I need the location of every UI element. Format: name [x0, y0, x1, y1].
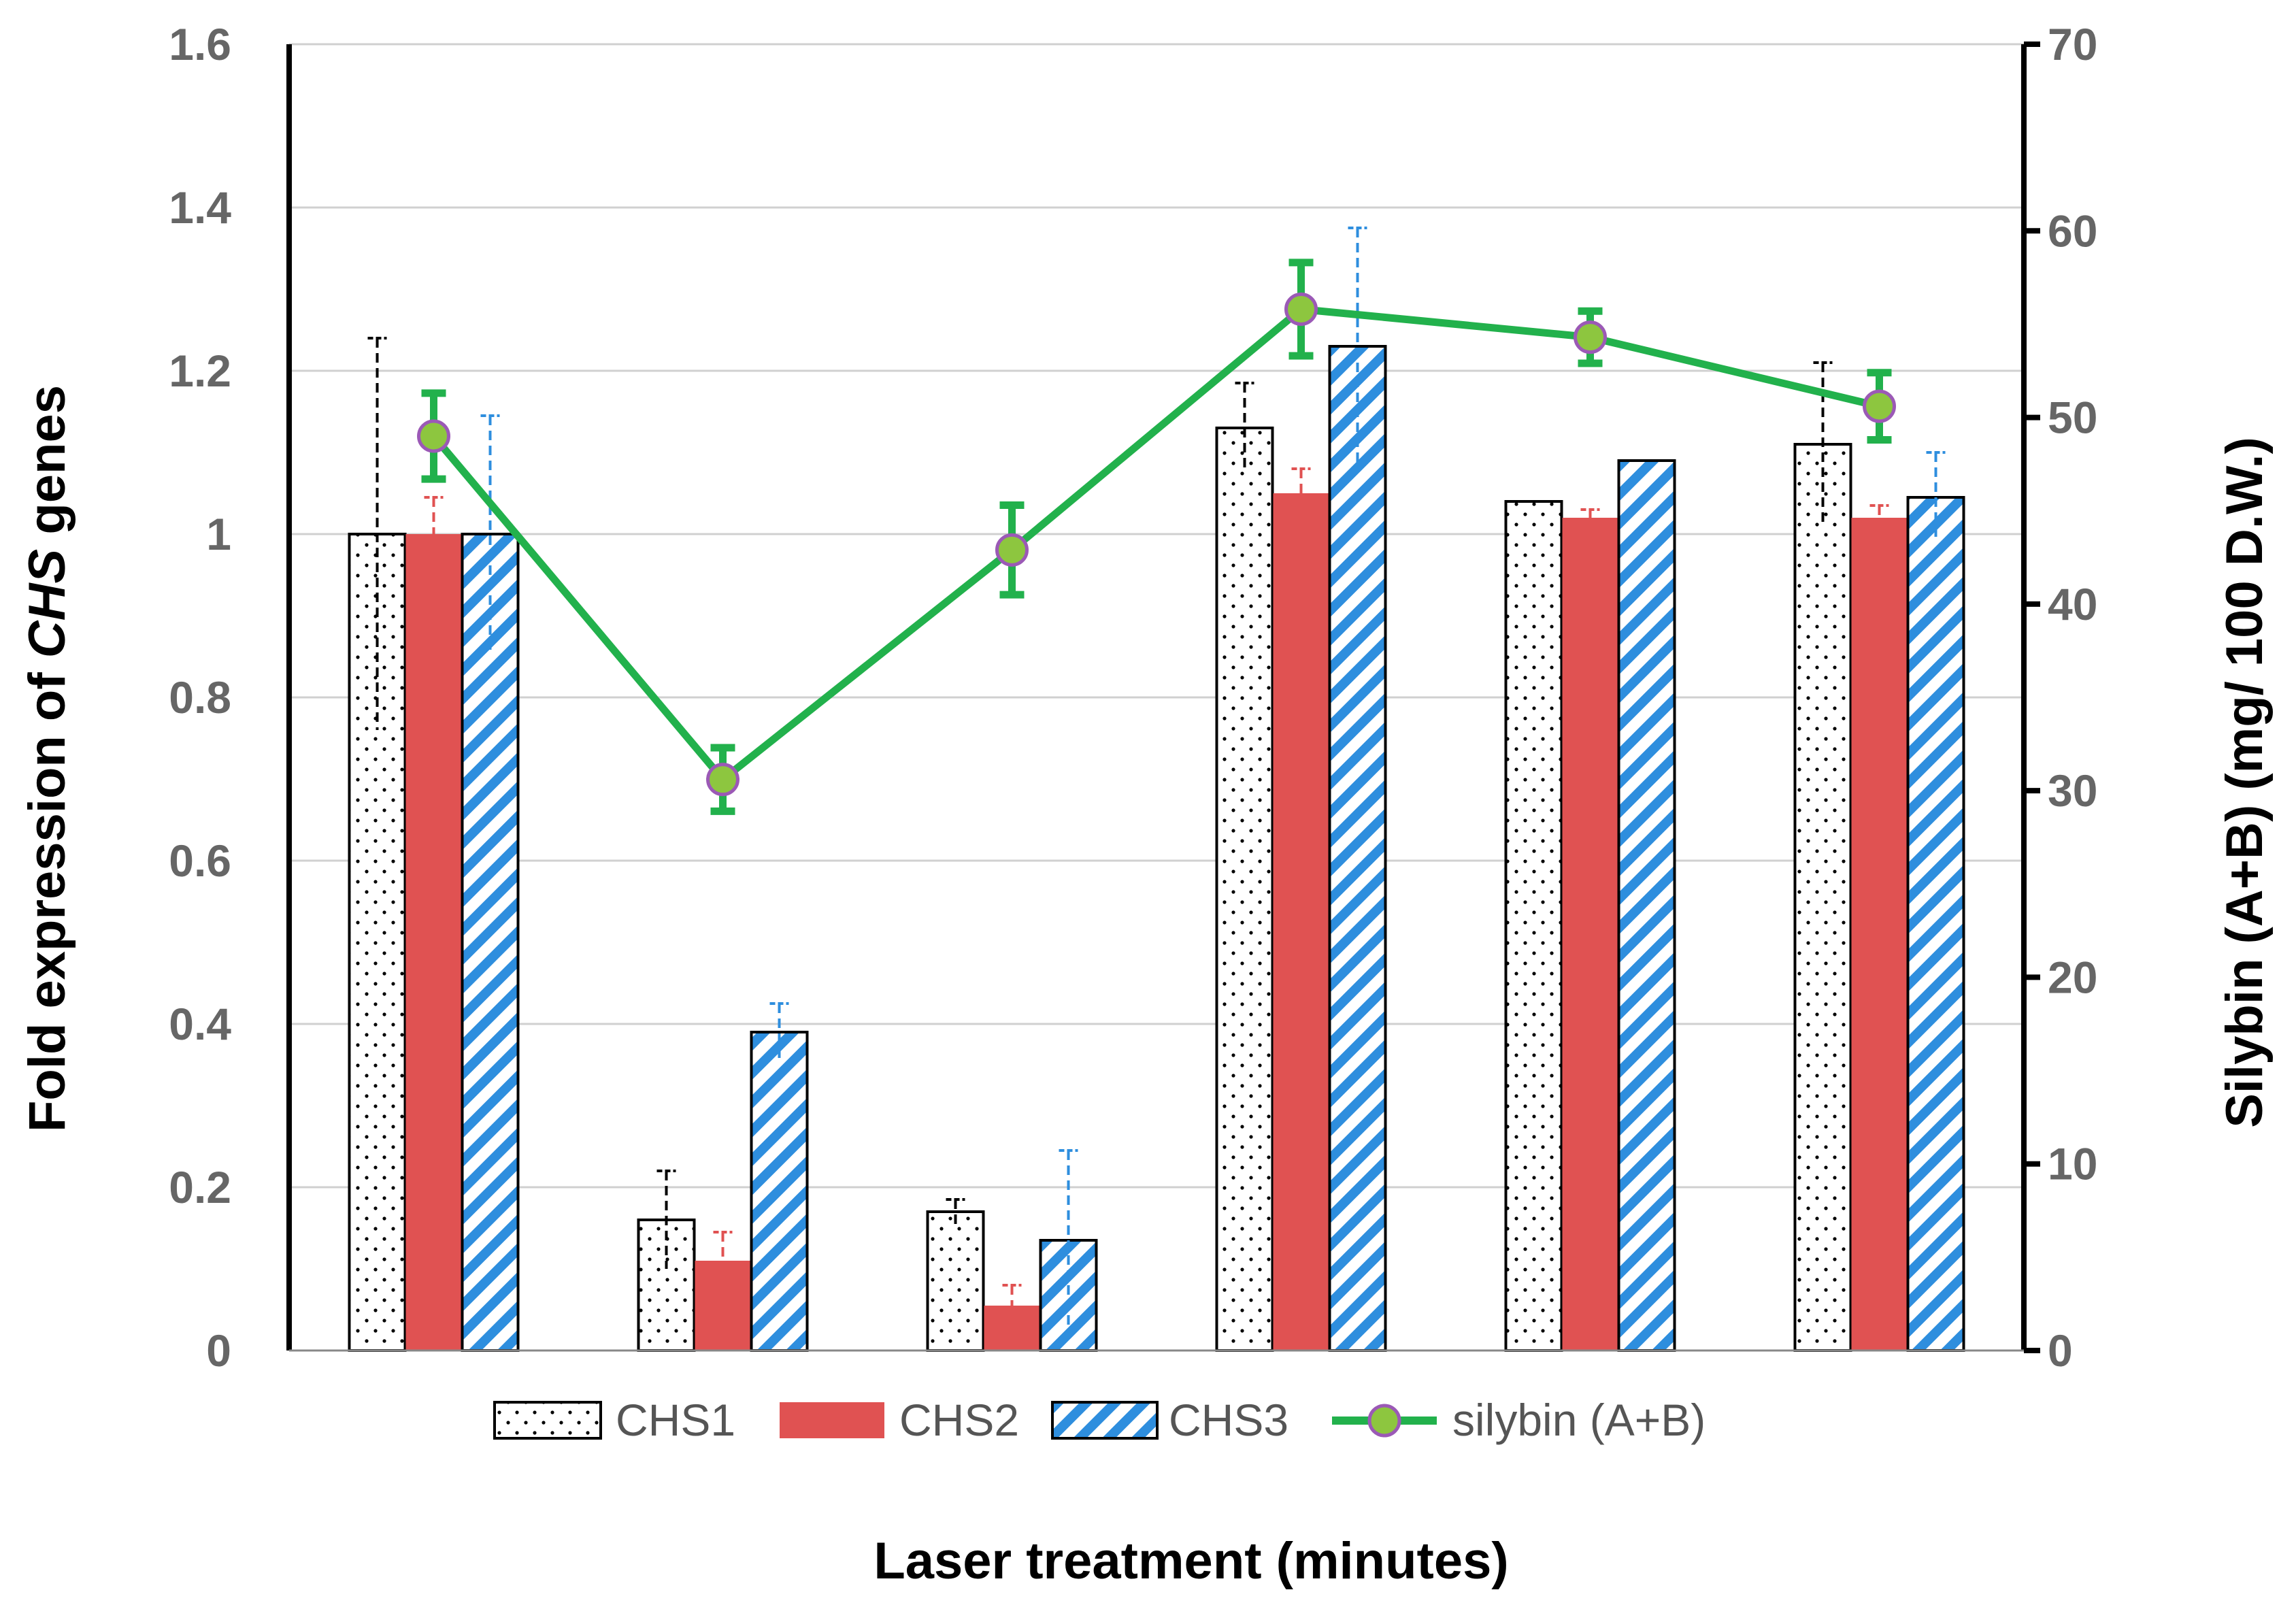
right-tick-label: 0	[2048, 1325, 2073, 1376]
left-tick-label: 0.2	[169, 1162, 231, 1212]
silybin-point	[1284, 292, 1318, 326]
right-tick-label: 60	[2048, 205, 2097, 256]
silybin-point	[1863, 389, 1896, 423]
bar-chs1	[1793, 443, 1852, 1352]
left-tick-label: 0	[206, 1325, 231, 1376]
legend-label-chs1: CHS1	[616, 1395, 735, 1445]
bar-chs3	[461, 533, 520, 1352]
bar-chs1	[926, 1210, 985, 1352]
bars-layer	[348, 345, 1965, 1352]
bar-chs1	[1504, 500, 1563, 1352]
x-axis-title: Laser treatment (minutes)	[874, 1532, 1508, 1590]
bar-chs3	[750, 1031, 809, 1352]
error-bars-layer	[367, 227, 1946, 1330]
bar-chs2	[1851, 518, 1908, 1351]
legend-swatch-chs3	[1051, 1401, 1159, 1440]
bar-chs3	[1328, 345, 1387, 1352]
silybin-point	[995, 533, 1029, 567]
bar-chs2	[984, 1306, 1040, 1351]
bar-chs1	[1215, 427, 1274, 1352]
left-tick-label: 0.4	[169, 999, 231, 1049]
silybin-point	[706, 763, 739, 797]
legend-swatch-chs1	[493, 1401, 602, 1440]
left-tick-label: 1	[206, 509, 231, 559]
bar-chs2	[1562, 518, 1618, 1351]
axes	[286, 42, 2040, 1353]
y2-axis-title: Silybin (A+B) (mg/ 100 D.W.)	[2216, 437, 2274, 1128]
left-tick-label: 1.4	[169, 182, 231, 233]
legend: CHS1 CHS2 CHS3 silybin (A+B)	[493, 1395, 1706, 1445]
right-tick-label: 20	[2048, 952, 2097, 1002]
line-layer	[417, 259, 1896, 815]
right-tick-label: 40	[2048, 579, 2097, 629]
legend-label-chs2: CHS2	[899, 1395, 1019, 1445]
legend-label-silybin: silybin (A+B)	[1452, 1395, 1706, 1445]
bar-chs3	[1906, 496, 1965, 1352]
left-tick-label: 1.6	[169, 19, 231, 69]
left-tick-label: 1.2	[169, 346, 231, 396]
right-tick-label: 30	[2048, 765, 2097, 816]
silybin-line	[431, 305, 1880, 784]
legend-swatch-chs2	[780, 1402, 884, 1438]
y-axis-title: Fold expression of CHS genes	[18, 385, 76, 1132]
right-tick-labels: 0 10 20 30 40 50 60 70	[2048, 19, 2097, 1376]
bar-chs2	[1273, 493, 1329, 1351]
right-tick-label: 10	[2048, 1139, 2097, 1189]
silybin-point	[1574, 320, 1607, 354]
bar-chs2	[695, 1261, 751, 1351]
legend-swatch-silybin-marker	[1367, 1404, 1401, 1438]
right-tick-label: 70	[2048, 19, 2097, 69]
bar-chs3	[1617, 459, 1676, 1352]
bar-chs2	[405, 534, 462, 1351]
left-tick-label: 0.8	[169, 672, 231, 723]
gridlines	[289, 43, 2024, 1189]
left-tick-labels: 0 0.2 0.4 0.6 0.8 1 1.2 1.4 1.6	[169, 19, 231, 1376]
silybin-point	[417, 419, 450, 453]
legend-label-chs3: CHS3	[1169, 1395, 1288, 1445]
right-tick-label: 50	[2048, 393, 2097, 443]
left-tick-label: 0.6	[169, 835, 231, 886]
